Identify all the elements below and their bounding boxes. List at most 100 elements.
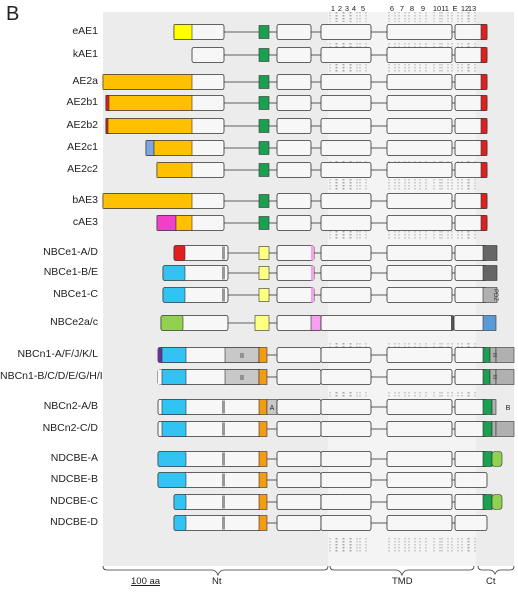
row-label: AE2b1: [66, 96, 98, 108]
tm-number-8: 8: [410, 4, 414, 13]
row-label: NBCn1-B/C/D/E/G/H/I: [0, 370, 103, 382]
row-label: NDCBE-B: [50, 473, 98, 485]
gray-marker: [222, 495, 225, 509]
tm-number-E: E: [452, 4, 457, 13]
tm-number-10: 10: [433, 4, 441, 13]
green-motif: [258, 96, 270, 110]
tmd-block-2: [386, 118, 453, 134]
nt-block-b: [276, 74, 312, 90]
green-tail: [482, 399, 493, 415]
ct-tail: [480, 140, 488, 156]
nt-block-b: [276, 162, 312, 178]
nt-block-b: [276, 451, 322, 467]
tmd-block-1: [320, 193, 372, 209]
pink-marker: [311, 287, 314, 303]
green-motif: [258, 216, 270, 230]
ct-tail: [480, 215, 488, 231]
tmd-block-1: [320, 95, 372, 111]
tmd-block-3: [454, 451, 488, 467]
orange-segment: [153, 140, 193, 156]
nt-block-b: [276, 399, 322, 415]
gray-tail: [491, 421, 497, 437]
ct-tail: [491, 451, 503, 467]
cyan-segment: [161, 399, 187, 415]
nt-domain: [173, 494, 262, 510]
panel-label: B: [6, 3, 20, 25]
tmd-block-1: [320, 215, 372, 231]
row-label: NBCn2-C/D: [42, 422, 98, 434]
tmd-block-1: [320, 287, 372, 303]
gray-marker: [222, 266, 225, 280]
region-nt-label: Nt: [212, 576, 222, 587]
cyan-segment: [157, 472, 187, 488]
tmd-block-2: [386, 74, 453, 90]
green-motif: [258, 119, 270, 133]
yellow-segment: [173, 24, 193, 40]
nt-color-segment: [162, 287, 186, 303]
cyan-segment: [161, 369, 187, 385]
tmd-block-2: [386, 162, 453, 178]
pdz-label: PDZ: [492, 289, 498, 301]
cyan-segment: [157, 451, 187, 467]
green-tail: [482, 494, 493, 510]
green-motif: [258, 48, 270, 62]
green-tail: [482, 369, 491, 385]
tmd-brace: [329, 565, 475, 577]
start-marker: [158, 369, 162, 385]
green-tail: [482, 451, 493, 467]
region-ct-label: Ct: [486, 576, 496, 587]
nt-block-b: [276, 24, 312, 40]
orange-segment: [102, 193, 193, 209]
ct-tail: [480, 95, 488, 111]
ct-tail: [480, 193, 488, 209]
cassette-label: II: [240, 375, 244, 382]
tm-number-1: 1: [331, 4, 335, 13]
tmd-block-1: [320, 369, 372, 385]
yellow-motif: [258, 246, 270, 260]
green-tail: [482, 421, 493, 437]
pink-marker: [311, 245, 314, 261]
tmd-block-1: [320, 140, 372, 156]
row-label: eAE1: [72, 25, 98, 37]
orange-segment: [105, 118, 193, 134]
row-label: bAE3: [72, 194, 98, 206]
nt-block-b: [276, 421, 322, 437]
gray-marker: [222, 452, 225, 466]
tmd-block-2: [386, 494, 453, 510]
nt-block-b: [276, 287, 315, 303]
tmd-block-2: [386, 95, 453, 111]
nt-block-b: [276, 140, 312, 156]
ct-tail: [480, 118, 488, 134]
green-tail: [482, 347, 491, 363]
nt-block-b: [276, 472, 322, 488]
row-label: NBCn1-A/F/J/K/L: [17, 348, 98, 360]
nt-brace: [102, 565, 329, 577]
lightgreen-segment: [160, 315, 184, 331]
ct-tail: [482, 287, 498, 303]
scale-bar-label: 100 aa: [131, 576, 161, 587]
ct-tail: [480, 47, 488, 63]
gray-marker: [222, 400, 225, 414]
cyan-segment: [173, 515, 187, 531]
b-label: B: [506, 405, 511, 412]
tm-number-3: 3: [345, 4, 349, 13]
ct-tail: [480, 162, 488, 178]
nt-block-b: [276, 215, 312, 231]
iii-label: III: [491, 353, 497, 357]
yellow-motif: [254, 315, 270, 331]
tmd-block-2: [386, 215, 453, 231]
tmd-block-1: [320, 162, 372, 178]
nt-block-b: [276, 347, 322, 363]
orange-motif: [258, 451, 268, 467]
pink-marker: [311, 265, 314, 281]
pdz-segment: [495, 369, 515, 385]
tm-number-13: 13: [468, 4, 476, 13]
nt-block-b: [276, 47, 312, 63]
gray-marker: [222, 422, 225, 436]
tmd-block-3: [454, 421, 488, 437]
yellow-motif: [258, 266, 270, 280]
tm-number-6: 6: [390, 4, 394, 13]
row-label: NBCe1-C: [53, 288, 98, 300]
orange-motif: [258, 347, 268, 363]
